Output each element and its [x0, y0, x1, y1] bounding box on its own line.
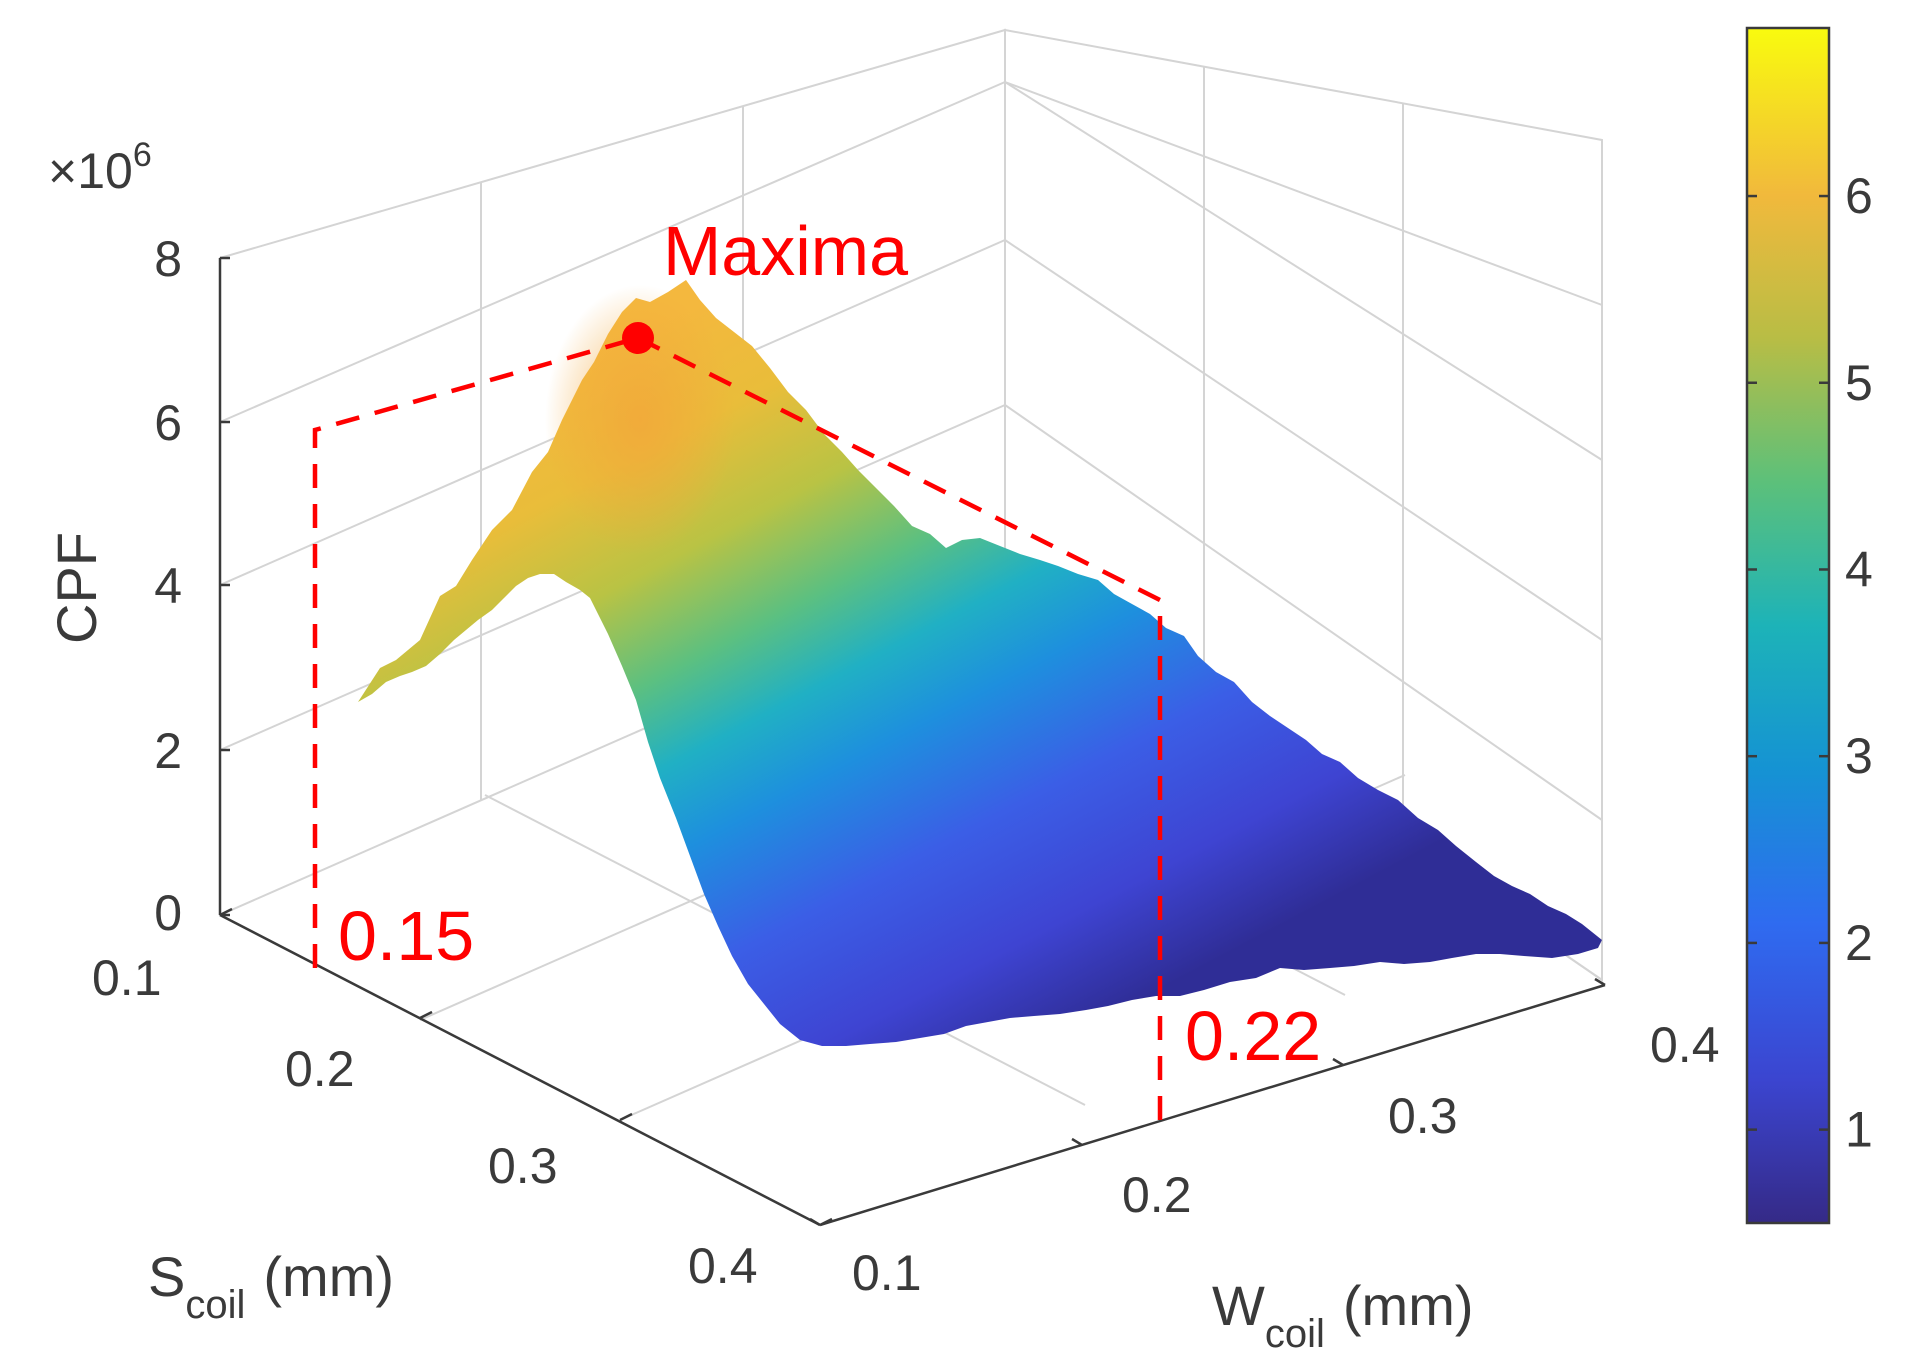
z-axis: ×106 8 6 4 2 0 CPF [45, 136, 230, 941]
cpf-surface [358, 280, 1602, 1046]
maxima-w-label: 0.22 [1185, 997, 1321, 1075]
maxima-s-label: 0.15 [338, 897, 474, 975]
z-tick-label: 4 [154, 558, 182, 614]
surface-peak-highlight [545, 285, 735, 555]
colorbar-ticks: 1 2 3 4 5 6 [1747, 168, 1873, 1158]
s-tick-label: 0.3 [488, 1138, 558, 1194]
z-tick-label: 2 [154, 723, 182, 779]
colorbar-tick-label: 1 [1845, 1102, 1873, 1158]
z-axis-label: CPF [45, 532, 108, 644]
surface-main [358, 280, 1602, 1046]
z-tick-label: 8 [154, 231, 182, 287]
colorbar-tick-label: 5 [1845, 355, 1873, 411]
w-tick-label: 0.4 [1650, 1017, 1720, 1073]
maxima-dash-w [636, 335, 1163, 1122]
w-tick-label: 0.1 [852, 1245, 922, 1301]
z-tick-label: 6 [154, 395, 182, 451]
colorbar-tick-label: 4 [1845, 541, 1873, 597]
colorbar-gradient [1745, 26, 1831, 1225]
s-coil-axis: 0.1 0.2 0.3 0.4 Scoil (mm) [92, 907, 833, 1327]
w-tick-label: 0.3 [1388, 1088, 1458, 1144]
colorbar-tick-label: 2 [1845, 915, 1873, 971]
z-multiplier: ×106 [48, 136, 152, 199]
maxima-marker [622, 322, 654, 354]
w-tick-label: 0.2 [1122, 1167, 1192, 1223]
z-tick-label: 0 [154, 885, 182, 941]
colorbar-tick-label: 3 [1845, 728, 1873, 784]
maxima-label: Maxima [663, 212, 908, 290]
w-axis-label: Wcoil (mm) [1212, 1274, 1473, 1356]
w-coil-axis: 0.1 0.2 0.3 0.4 Wcoil (mm) [809, 977, 1720, 1356]
maxima-dash-s [312, 335, 639, 968]
s-tick-label: 0.1 [92, 950, 162, 1006]
colorbar-tick-label: 6 [1845, 168, 1873, 224]
colorbar: 1 2 3 4 5 6 [1745, 26, 1873, 1225]
s-tick-label: 0.4 [688, 1238, 758, 1294]
maxima-annotation: Maxima 0.15 0.22 [312, 212, 1321, 1122]
s-axis-label: Scoil (mm) [148, 1245, 394, 1327]
s-tick-label: 0.2 [285, 1041, 355, 1097]
